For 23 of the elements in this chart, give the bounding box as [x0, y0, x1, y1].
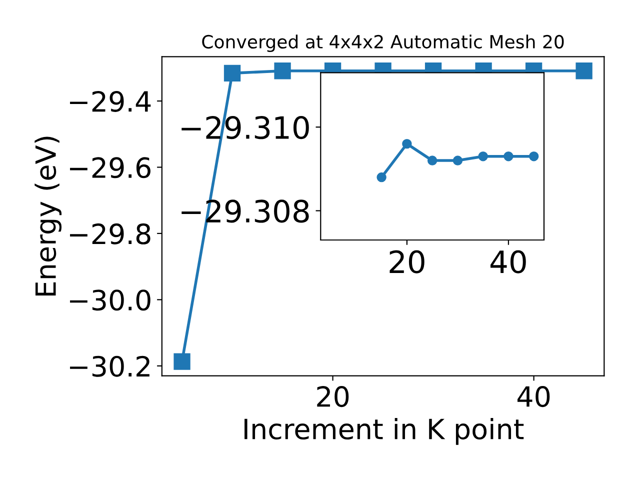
point [528, 152, 539, 162]
point [576, 62, 592, 80]
y-tick-label: −30.0 [70, 290, 150, 311]
chart-title: Converged at 4x4x2 Automatic Mesh 20 [202, 34, 564, 52]
point [504, 152, 514, 162]
point [478, 152, 488, 162]
y-axis-title: Energy (eV) [34, 136, 62, 296]
point [274, 62, 291, 80]
y-tick-label: −29.8 [70, 223, 150, 244]
y-tick-label: −29.4 [70, 90, 151, 112]
x-tick-label: 40 [490, 250, 526, 274]
point [376, 172, 386, 182]
y-tick-label: −29.6 [70, 157, 150, 178]
y-tick-label: −30.2 [70, 356, 150, 377]
point [427, 156, 438, 166]
x-axis-title: Increment in K point [244, 418, 524, 445]
point [452, 156, 463, 166]
x-tick-label: 20 [390, 250, 424, 274]
point [402, 138, 412, 149]
point [174, 353, 190, 370]
x-tick-label: 40 [517, 386, 550, 408]
point [224, 64, 241, 82]
x-tick-label: 20 [317, 386, 349, 408]
